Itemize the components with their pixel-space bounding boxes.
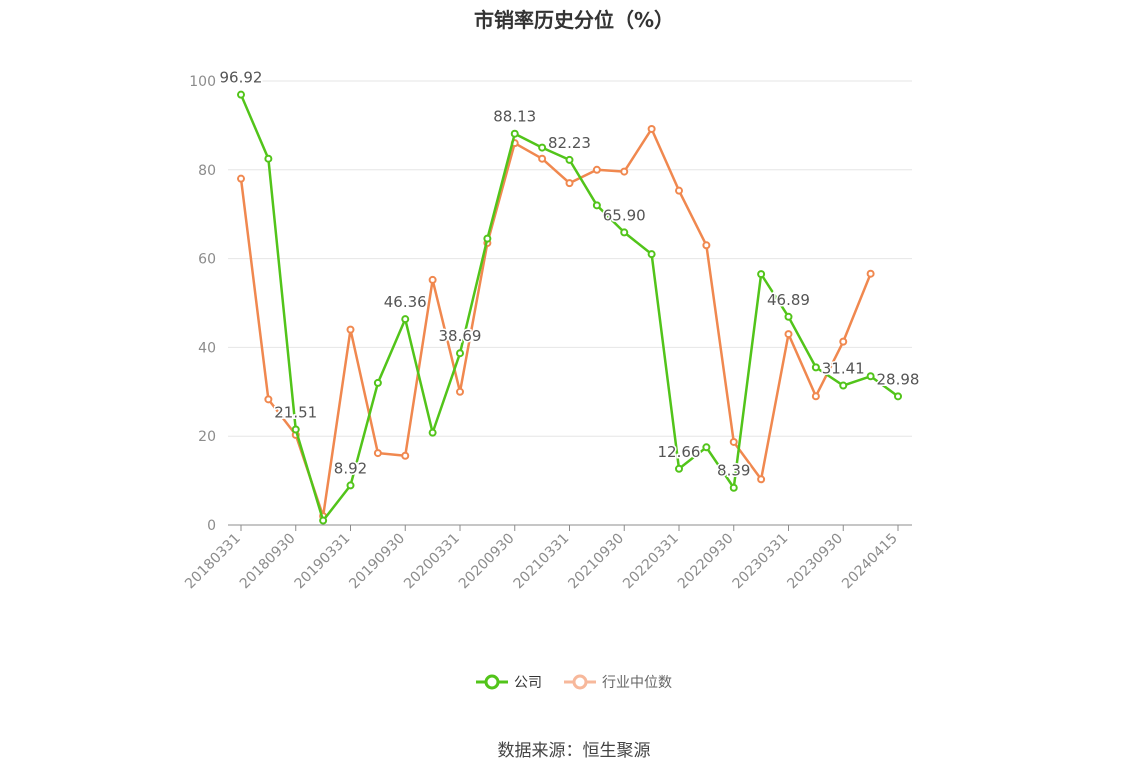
data-point-company xyxy=(565,155,574,164)
data-point-industry xyxy=(456,387,464,396)
data-point-company xyxy=(811,363,820,372)
data-point-company xyxy=(729,483,738,492)
chart-title: 市销率历史分位（%） xyxy=(473,8,675,32)
data-label: 65.90 xyxy=(603,206,646,224)
data-point-company xyxy=(839,381,848,390)
data-point-company xyxy=(319,516,328,525)
data-label: 21.51 xyxy=(274,403,317,421)
data-point-company xyxy=(784,312,793,321)
x-tick-label: 20240415 xyxy=(839,531,901,593)
data-label: 8.39 xyxy=(717,462,750,480)
x-tick-label: 20210331 xyxy=(511,531,573,593)
data-point-company xyxy=(894,392,902,401)
x-tick-label: 20220930 xyxy=(675,531,737,593)
data-label: 8.92 xyxy=(334,459,367,477)
data-point-industry xyxy=(565,179,574,188)
data-point-company xyxy=(592,201,601,210)
data-source: 数据来源：恒生聚源 xyxy=(497,741,651,761)
x-tick-label: 20190331 xyxy=(292,531,354,593)
data-point-company xyxy=(264,154,273,163)
data-point-company xyxy=(538,143,547,152)
data-point-industry xyxy=(839,337,848,346)
y-tick-label: 40 xyxy=(198,340,216,356)
data-point-industry xyxy=(729,437,738,446)
x-tick-label: 20230930 xyxy=(784,531,846,593)
data-point-company xyxy=(346,481,355,490)
data-point-company xyxy=(483,234,492,243)
x-tick-label: 20200930 xyxy=(456,531,518,593)
data-point-company xyxy=(428,428,437,437)
x-tick-label: 20220331 xyxy=(620,531,682,593)
data-point-industry xyxy=(538,154,547,163)
data-point-industry xyxy=(620,167,629,176)
data-point-company xyxy=(456,349,464,358)
data-label: 96.92 xyxy=(220,69,263,87)
legend-label-company: 公司 xyxy=(514,675,542,691)
data-point-industry xyxy=(811,392,820,401)
data-label: 12.66 xyxy=(658,443,701,461)
data-label: 38.69 xyxy=(439,327,482,345)
data-label: 88.13 xyxy=(493,108,536,126)
y-tick-label: 80 xyxy=(198,163,216,179)
data-point-company xyxy=(237,90,245,99)
data-point-industry xyxy=(401,451,410,460)
y-tick-label: 20 xyxy=(198,429,216,445)
data-point-industry xyxy=(866,269,875,278)
data-point-company xyxy=(373,378,382,387)
data-point-company xyxy=(620,228,629,237)
legend-company-marker-icon xyxy=(476,674,508,690)
data-label: 46.36 xyxy=(384,293,427,311)
data-point-company xyxy=(291,425,300,434)
data-point-industry xyxy=(757,475,766,484)
data-point-industry xyxy=(428,275,437,284)
data-point-industry xyxy=(592,165,601,174)
data-point-industry xyxy=(264,395,273,404)
chart-legend: 公司 行业中位数 xyxy=(0,672,1148,692)
data-label: 46.89 xyxy=(767,291,810,309)
data-point-industry xyxy=(647,124,656,133)
x-tick-label: 20180930 xyxy=(237,531,299,593)
data-point-company xyxy=(510,129,519,138)
x-tick-label: 20210930 xyxy=(565,531,627,593)
data-label: 28.98 xyxy=(877,370,920,388)
data-point-company xyxy=(675,464,683,473)
data-point-industry xyxy=(784,330,793,339)
y-tick-label: 0 xyxy=(207,518,216,534)
x-tick-label: 20230331 xyxy=(730,531,792,593)
data-point-industry xyxy=(237,174,245,183)
data-point-company xyxy=(401,315,410,324)
data-point-industry xyxy=(346,325,355,334)
y-tick-label: 100 xyxy=(189,74,216,90)
y-tick-label: 60 xyxy=(198,252,216,268)
x-tick-label: 20190930 xyxy=(346,531,408,593)
data-point-company xyxy=(757,270,766,279)
legend-item-company[interactable]: 公司 xyxy=(476,672,542,692)
data-point-company xyxy=(702,443,711,452)
data-point-industry xyxy=(373,449,382,458)
data-point-company xyxy=(866,372,875,381)
data-point-industry xyxy=(675,186,683,195)
data-label: 82.23 xyxy=(548,134,591,152)
legend-label-industry: 行业中位数 xyxy=(602,675,672,691)
data-label: 31.41 xyxy=(822,360,865,378)
legend-item-industry[interactable]: 行业中位数 xyxy=(564,672,672,692)
data-point-industry xyxy=(702,241,711,250)
x-tick-label: 20200331 xyxy=(401,531,463,593)
x-tick-label: 20180331 xyxy=(182,531,244,593)
data-point-company xyxy=(647,250,656,259)
series-line-industry xyxy=(239,127,872,518)
legend-industry-marker-icon xyxy=(564,674,596,690)
